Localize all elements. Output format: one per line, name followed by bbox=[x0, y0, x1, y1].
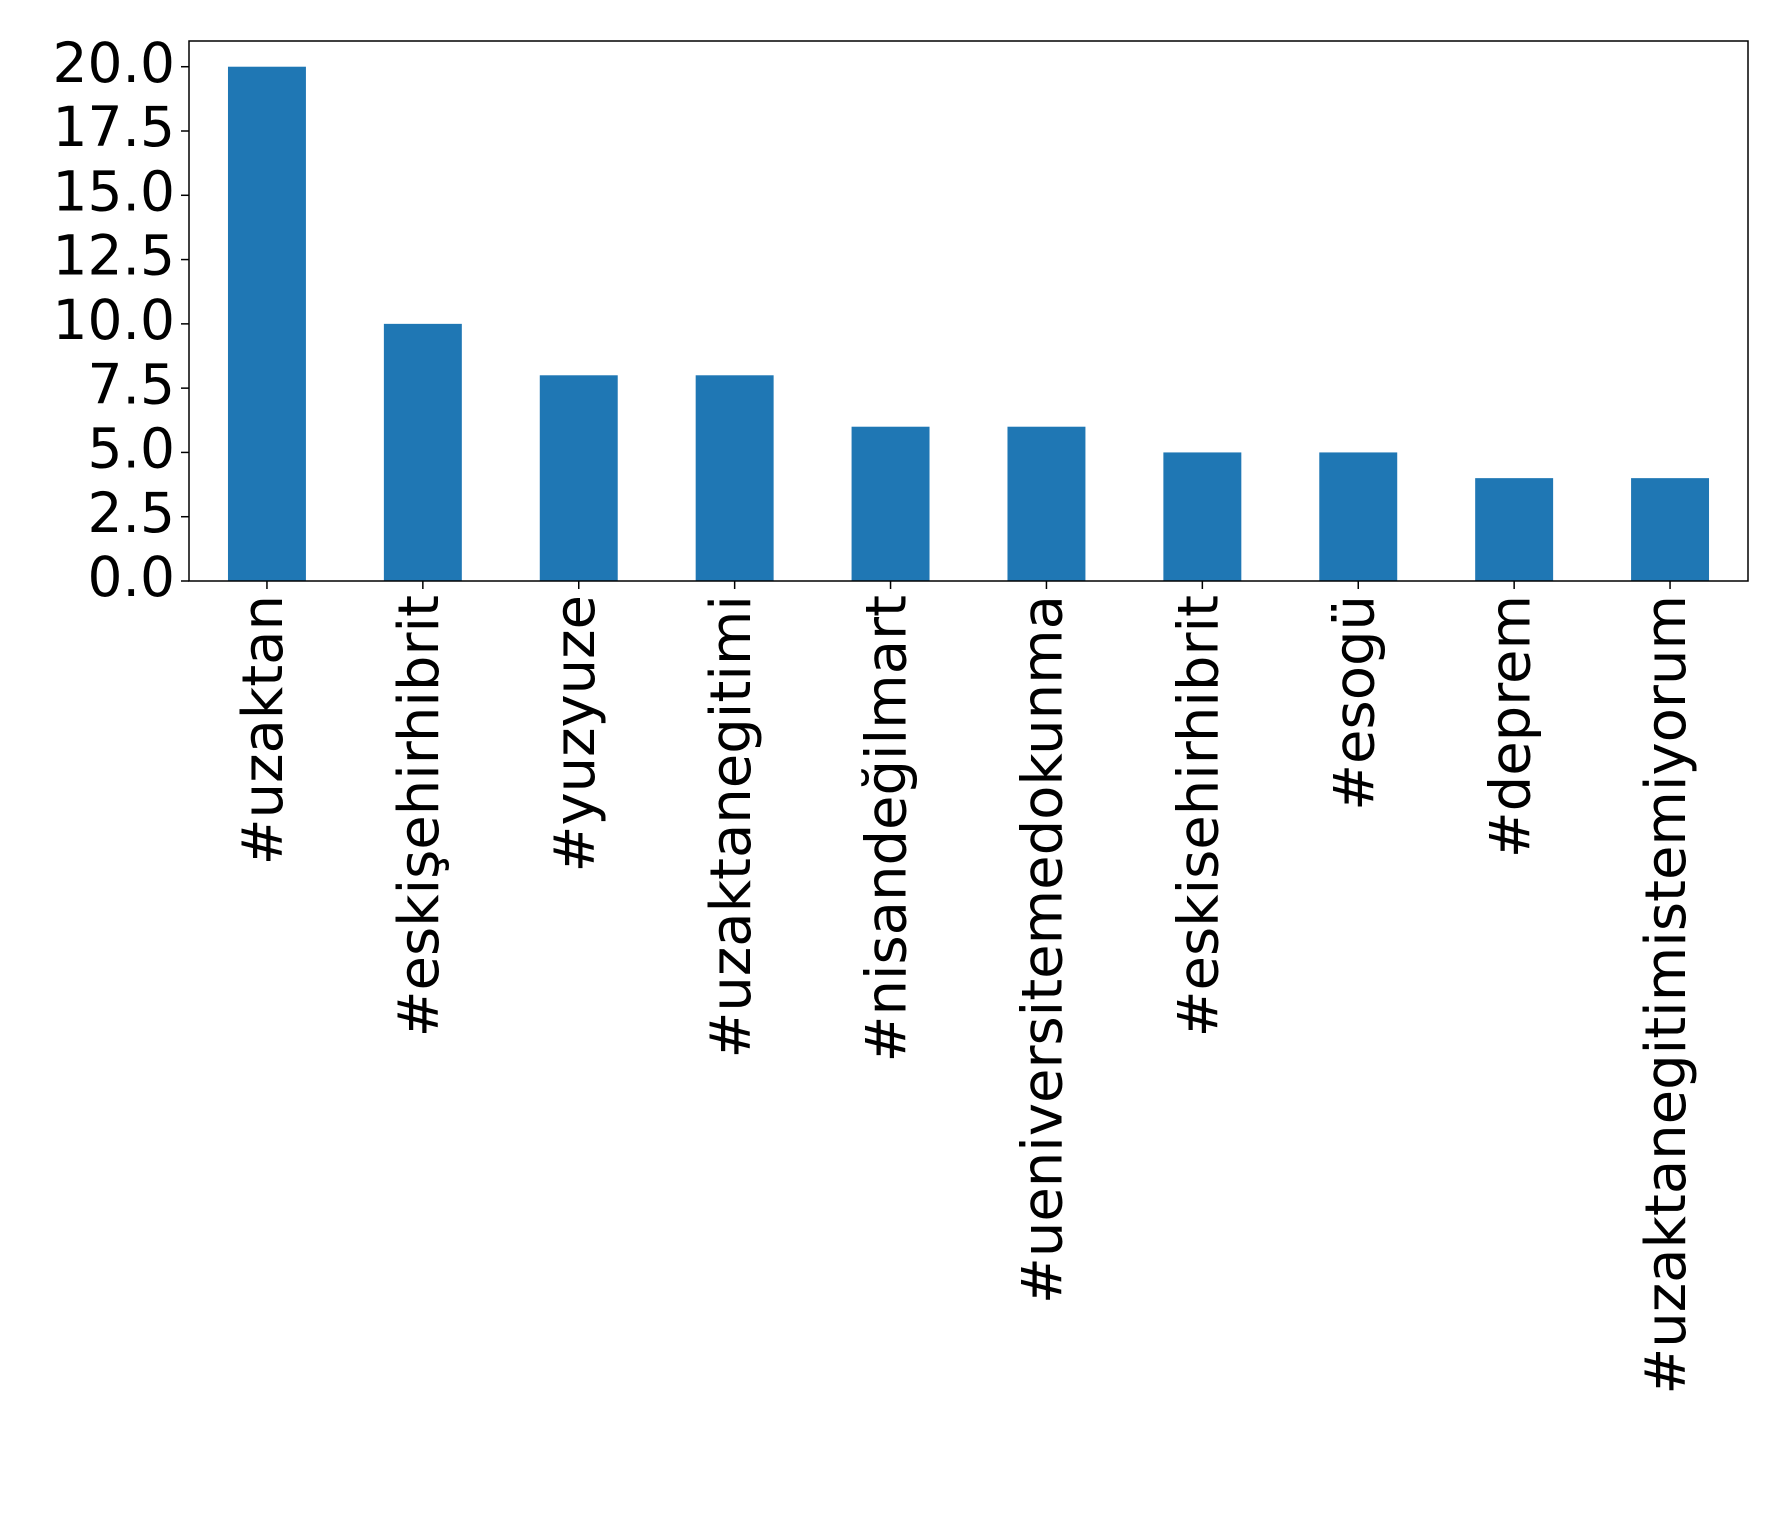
y-tick-label: 7.5 bbox=[88, 352, 175, 416]
bar bbox=[1475, 478, 1554, 581]
bar bbox=[227, 66, 306, 581]
x-tick-label: #yuzyuze bbox=[543, 595, 608, 872]
y-tick-label: 15.0 bbox=[53, 159, 175, 223]
y-tick-label: 5.0 bbox=[88, 417, 175, 481]
bar bbox=[851, 426, 930, 581]
bar bbox=[1631, 478, 1710, 581]
y-tick-label: 12.5 bbox=[53, 224, 175, 288]
bar bbox=[383, 323, 462, 581]
x-tick-label: #uzaktanegitimi bbox=[699, 595, 764, 1059]
bar bbox=[1319, 452, 1398, 581]
y-tick-label: 17.5 bbox=[53, 95, 175, 159]
bar bbox=[539, 375, 618, 581]
y-tick-label: 20.0 bbox=[53, 31, 175, 95]
y-tick-label: 2.5 bbox=[88, 481, 175, 545]
y-tick-label: 0.0 bbox=[88, 545, 175, 609]
x-tick-label: #deprem bbox=[1478, 595, 1543, 858]
x-tick-label: #eskişehirhibrit bbox=[387, 595, 452, 1037]
x-tick-label: #uzaktan bbox=[231, 595, 296, 865]
y-tick-label: 10.0 bbox=[53, 288, 175, 352]
bar bbox=[1007, 426, 1086, 581]
x-tick-label: #eskisehirhibrit bbox=[1166, 595, 1231, 1037]
x-tick-label: #esogü bbox=[1322, 595, 1387, 811]
plot-frame bbox=[188, 40, 1749, 582]
x-tick-label: #uzaktanegitimistemiyorum bbox=[1634, 595, 1699, 1395]
bar bbox=[1163, 452, 1242, 581]
x-tick-label: #ueniversitemedokunma bbox=[1011, 595, 1076, 1304]
bar bbox=[695, 375, 774, 581]
x-tick-label: #nisandeğilmart bbox=[855, 595, 920, 1062]
